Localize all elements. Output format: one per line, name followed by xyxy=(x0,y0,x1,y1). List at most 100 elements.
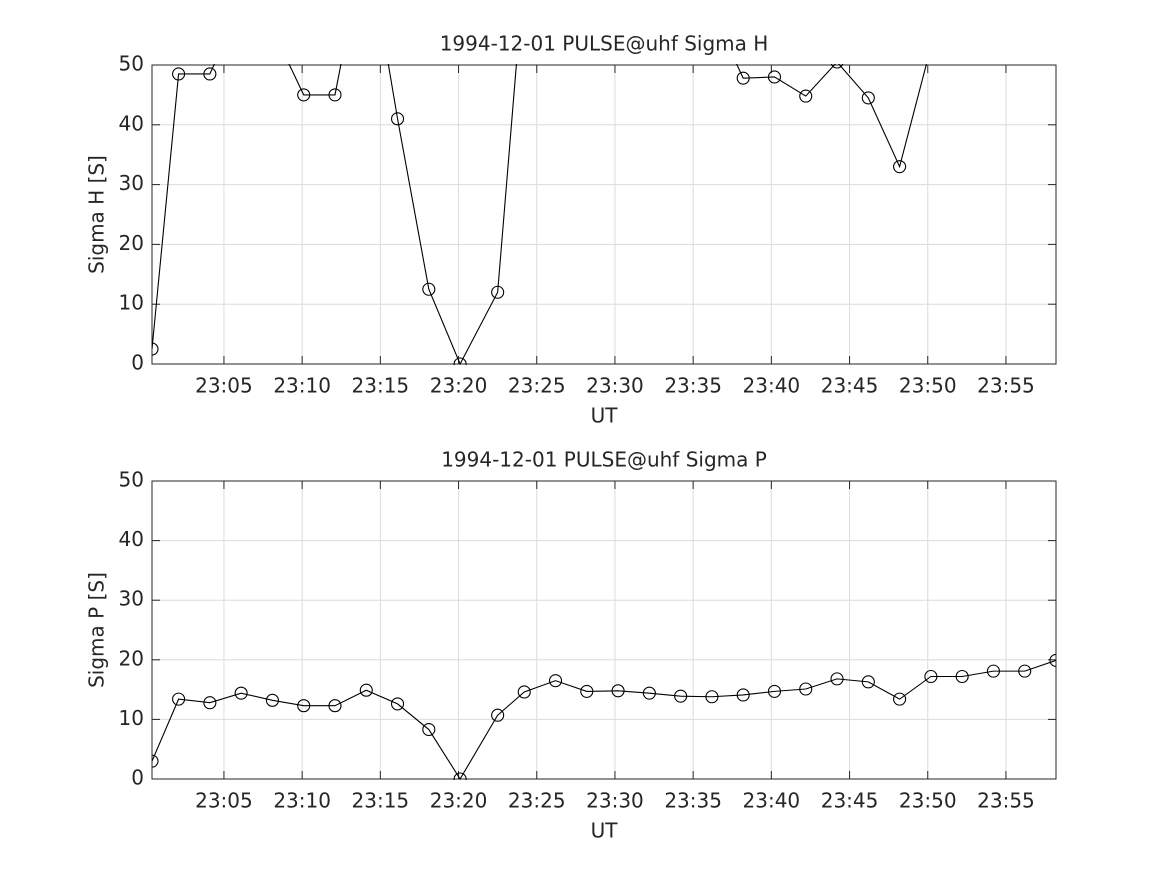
x-tick-label: 23:05 xyxy=(195,789,253,813)
marker xyxy=(491,285,505,299)
marker xyxy=(172,67,186,81)
marker xyxy=(799,682,813,696)
marker xyxy=(203,67,217,81)
marker xyxy=(987,0,999,11)
marker xyxy=(611,684,625,698)
marker xyxy=(172,692,186,706)
x-axis-label: UT xyxy=(591,404,619,428)
x-axis-label: UT xyxy=(591,819,619,843)
marker xyxy=(152,342,159,356)
marker xyxy=(1049,653,1056,667)
x-tick-label: 23:05 xyxy=(195,374,253,398)
marker xyxy=(391,697,405,711)
marker xyxy=(391,112,405,126)
x-tick-label: 23:40 xyxy=(743,789,801,813)
y-tick-label: 40 xyxy=(119,111,144,135)
y-tick-label: 0 xyxy=(131,766,144,790)
marker xyxy=(955,669,969,684)
axes-box xyxy=(151,480,1057,780)
marker xyxy=(767,70,782,84)
y-tick-label: 10 xyxy=(119,291,144,315)
marker xyxy=(297,88,311,102)
y-tick-label: 0 xyxy=(131,351,144,375)
marker xyxy=(674,689,688,703)
y-tick-label: 20 xyxy=(119,231,144,255)
marker xyxy=(1050,0,1062,11)
marker xyxy=(234,686,248,700)
y-tick-label: 10 xyxy=(119,706,144,730)
x-tick-label: 23:25 xyxy=(508,374,566,398)
y-tick-label: 50 xyxy=(119,468,144,492)
marker xyxy=(767,684,782,698)
marker xyxy=(893,692,907,706)
x-tick-label: 23:30 xyxy=(586,374,644,398)
marker xyxy=(265,693,279,707)
marker xyxy=(453,772,467,780)
y-axis-label: Sigma H [S] xyxy=(85,155,109,274)
marker xyxy=(705,690,719,704)
x-tick-label: 23:10 xyxy=(273,374,331,398)
y-tick-label: 20 xyxy=(119,646,144,670)
marker xyxy=(548,674,563,688)
marker xyxy=(328,699,342,713)
x-tick-label: 23:55 xyxy=(977,789,1035,813)
marker xyxy=(328,88,342,102)
series xyxy=(152,0,1062,365)
axes-box xyxy=(151,64,1057,365)
marker xyxy=(861,675,875,689)
x-tick-label: 23:20 xyxy=(430,374,488,398)
series xyxy=(152,653,1056,780)
marker xyxy=(893,160,907,174)
marker xyxy=(830,672,844,686)
x-tick-label: 23:20 xyxy=(430,789,488,813)
marker xyxy=(986,664,1000,678)
plot-area xyxy=(152,65,1056,364)
x-tick-label: 23:45 xyxy=(821,374,879,398)
marker xyxy=(203,696,217,710)
x-tick-label: 23:50 xyxy=(899,789,957,813)
marker xyxy=(1018,664,1032,678)
x-tick-label: 23:55 xyxy=(977,374,1035,398)
marker xyxy=(799,89,813,103)
line xyxy=(152,64,928,365)
marker xyxy=(152,754,159,768)
chart-title: 1994-12-01 PULSE@uhf Sigma H xyxy=(440,32,769,56)
marker xyxy=(580,684,594,698)
marker xyxy=(266,23,278,35)
x-tick-label: 23:35 xyxy=(664,789,722,813)
x-tick-label: 23:45 xyxy=(821,789,879,813)
marker xyxy=(956,0,968,11)
x-tick-label: 23:10 xyxy=(273,789,331,813)
y-axis-label: Sigma P [S] xyxy=(85,572,109,688)
marker xyxy=(736,688,750,702)
marker xyxy=(924,669,938,684)
x-tick-label: 23:40 xyxy=(743,374,801,398)
marker xyxy=(359,683,373,697)
marker xyxy=(422,282,436,296)
marker xyxy=(925,41,937,53)
marker xyxy=(830,64,844,69)
marker xyxy=(235,0,247,11)
marker xyxy=(517,685,531,699)
x-tick-label: 23:15 xyxy=(352,374,410,398)
y-tick-label: 40 xyxy=(119,527,144,551)
x-tick-label: 23:25 xyxy=(508,789,566,813)
marker xyxy=(706,5,718,17)
y-tick-label: 50 xyxy=(119,52,144,76)
plot-area xyxy=(152,481,1056,779)
marker xyxy=(422,722,436,737)
marker xyxy=(491,708,505,722)
chart-title: 1994-12-01 PULSE@uhf Sigma P xyxy=(441,448,767,472)
marker xyxy=(642,686,656,700)
x-tick-label: 23:50 xyxy=(899,374,957,398)
marker xyxy=(297,699,311,713)
marker xyxy=(736,71,750,85)
x-tick-label: 23:30 xyxy=(586,789,644,813)
marker xyxy=(1019,0,1031,11)
marker xyxy=(453,357,467,365)
y-tick-label: 30 xyxy=(119,587,144,611)
x-tick-label: 23:35 xyxy=(664,374,722,398)
x-tick-label: 23:15 xyxy=(352,789,410,813)
y-tick-label: 30 xyxy=(119,171,144,195)
